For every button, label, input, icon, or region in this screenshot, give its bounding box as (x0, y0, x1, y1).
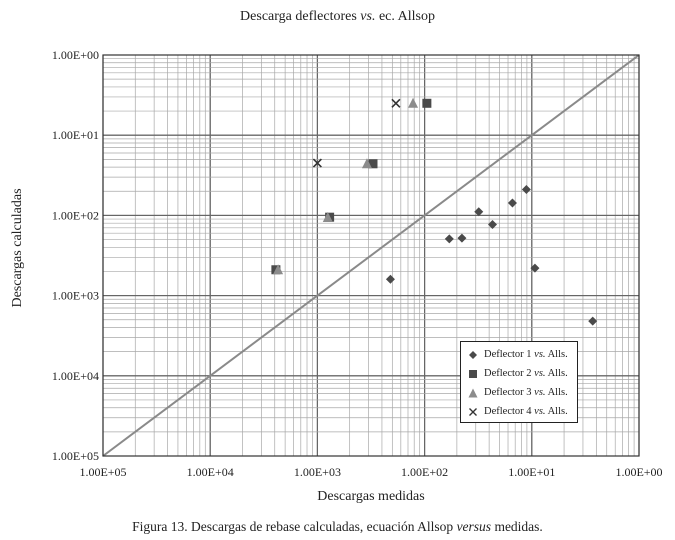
legend-item-deflector-4: Deflector 4 vs. Alls. (465, 402, 573, 421)
y-tick-labels: 1.00E+00 1.00E+01 1.00E+02 1.00E+03 1.00E+04… (52, 48, 99, 463)
reference-line (102, 54, 640, 457)
data-points (271, 97, 598, 326)
deflector-1-point (385, 274, 395, 284)
x-tick-label: 1.00E+04 (187, 465, 234, 479)
deflector-3-point (408, 97, 419, 108)
deflector-3-point (322, 212, 333, 223)
y-tick-label: 1.00E+05 (52, 449, 99, 463)
deflector-1-point (507, 198, 517, 208)
x-tick-label: 1.00E+05 (79, 465, 126, 479)
deflector-1-point (457, 233, 467, 243)
deflector-1-point (474, 207, 484, 217)
square-marker-icon (469, 369, 477, 378)
y-tick-label: 1.00E+00 (52, 48, 99, 62)
x-marker-icon (469, 407, 477, 416)
deflector-3-point (273, 264, 284, 275)
legend-item-deflector-1: Deflector 1 vs. Alls. (465, 345, 573, 364)
deflector-1-point (521, 185, 531, 195)
x-tick-label: 1.00E+03 (294, 465, 341, 479)
deflector-1-point (488, 220, 498, 230)
x-tick-label: 1.00E+02 (401, 465, 448, 479)
deflector-2-point (422, 98, 432, 108)
x-tick-label: 1.00E+01 (508, 465, 555, 479)
deflector-4-point (312, 158, 322, 168)
deflector-3-point (361, 158, 372, 169)
legend-item-deflector-2: Deflector 2 vs. Alls. (465, 364, 573, 383)
y-tick-label: 1.00E+04 (52, 369, 99, 383)
deflector-4-point (391, 98, 401, 108)
y-axis-label: Descargas calculadas (10, 188, 25, 308)
chart-title: Descarga deflectores vs. ec. Allsop (240, 9, 435, 24)
y-tick-label: 1.00E+02 (52, 208, 99, 222)
legend-label: Deflector 1 vs. Alls. (484, 349, 568, 360)
diamond-marker-icon (469, 350, 477, 359)
y-tick-label: 1.00E+03 (52, 289, 99, 303)
y-tick-label: 1.00E+01 (52, 128, 99, 142)
triangle-marker-icon (468, 388, 478, 397)
x-tick-label: 1.00E+00 (615, 465, 662, 479)
deflector-1-point (444, 234, 454, 244)
deflector-2-point (368, 159, 378, 169)
legend-label: Deflector 4 vs. Alls. (484, 406, 568, 417)
figure-caption: Figura 13. Descargas de rebase calculada… (132, 519, 543, 534)
deflector-1-point (530, 263, 540, 273)
x-tick-labels: 1.00E+05 1.00E+04 1.00E+03 1.00E+02 1.00E+01… (79, 465, 662, 479)
legend-label: Deflector 3 vs. Alls. (484, 387, 568, 398)
legend-label: Deflector 2 vs. Alls. (484, 368, 568, 379)
legend-item-deflector-3: Deflector 3 vs. Alls. (465, 383, 573, 402)
x-axis-label: Descargas medidas (317, 489, 425, 504)
legend: Deflector 1 vs. Alls. Deflector 2 vs. Al… (460, 341, 578, 423)
plot-frame (102, 54, 640, 457)
deflector-1-point (588, 316, 598, 326)
